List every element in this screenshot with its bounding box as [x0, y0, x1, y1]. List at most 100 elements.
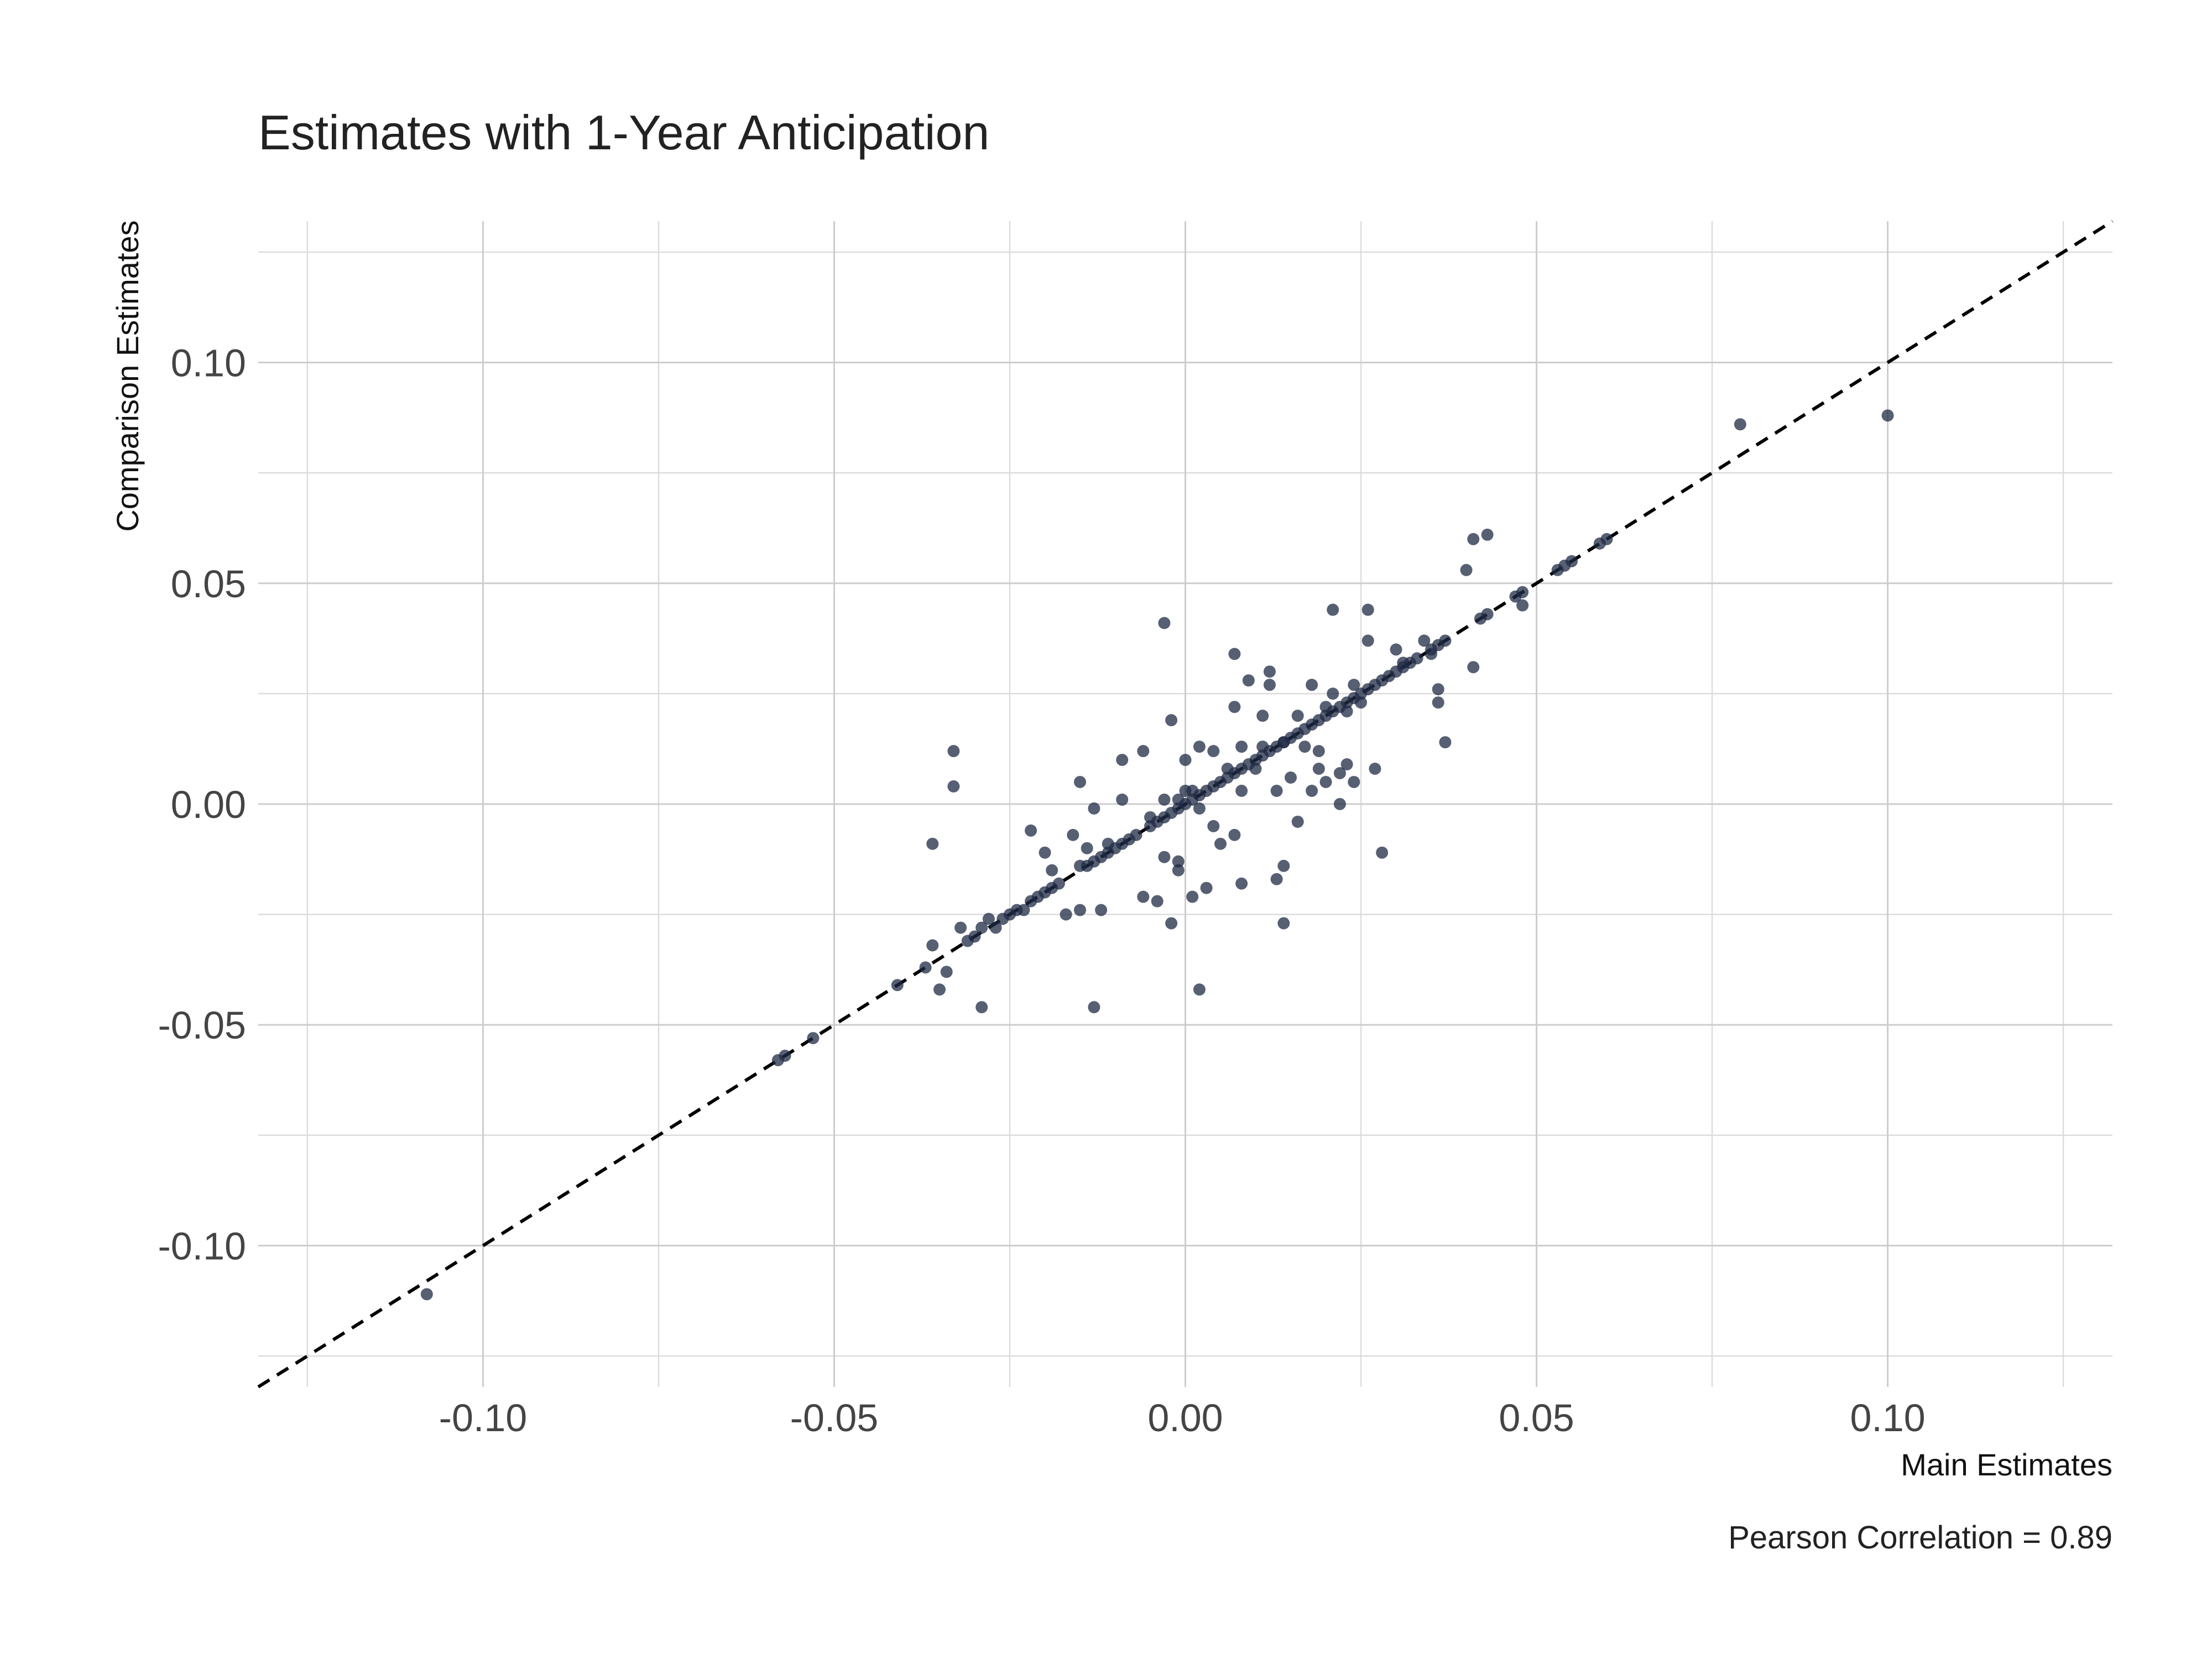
- data-point: [1270, 785, 1283, 797]
- data-point: [1734, 418, 1746, 431]
- data-point: [1418, 634, 1431, 647]
- data-point: [1312, 763, 1325, 775]
- data-point: [891, 979, 904, 992]
- data-point: [1439, 736, 1452, 749]
- data-point: [1361, 634, 1374, 647]
- x-tick-label: 0.00: [1147, 1396, 1223, 1439]
- data-point: [1277, 859, 1290, 872]
- data-point: [1460, 564, 1473, 576]
- data-point: [1516, 586, 1529, 598]
- data-point: [1327, 687, 1339, 700]
- data-point: [1256, 709, 1269, 722]
- data-point: [807, 1032, 820, 1045]
- data-point: [1432, 683, 1444, 696]
- data-point: [1158, 617, 1171, 629]
- y-axis-title: Comparison Estimates: [110, 220, 145, 531]
- data-point: [1439, 634, 1452, 647]
- data-point: [1263, 665, 1276, 678]
- data-point: [1193, 983, 1206, 996]
- data-point: [1291, 815, 1304, 828]
- data-point: [1207, 820, 1220, 832]
- data-point: [1881, 409, 1894, 422]
- data-point: [1516, 599, 1529, 612]
- chart-caption: Pearson Correlation = 0.89: [1728, 1520, 2112, 1556]
- data-point: [1186, 890, 1199, 903]
- y-tick-label: -0.10: [158, 1224, 246, 1267]
- data-points: [420, 409, 1894, 1301]
- data-point: [1025, 824, 1037, 837]
- data-point: [1165, 917, 1178, 930]
- data-point: [1235, 877, 1248, 890]
- data-point: [1193, 740, 1206, 753]
- data-point: [1361, 603, 1374, 616]
- data-point: [1039, 846, 1051, 859]
- data-point: [1081, 842, 1093, 854]
- data-point: [1200, 881, 1213, 894]
- data-point: [982, 912, 995, 925]
- data-point: [1228, 701, 1241, 713]
- data-point: [1432, 696, 1444, 709]
- data-point: [1235, 740, 1248, 753]
- data-point: [1348, 776, 1360, 789]
- data-point: [1312, 745, 1325, 758]
- data-point: [1052, 877, 1065, 890]
- data-point: [1158, 851, 1171, 863]
- data-point: [1088, 802, 1100, 815]
- data-point: [1095, 904, 1108, 916]
- data-point: [1046, 864, 1058, 877]
- y-tick-label: 0.05: [171, 562, 246, 606]
- y-tick-label: 0.00: [171, 783, 246, 826]
- data-point: [1235, 785, 1248, 797]
- data-point: [1137, 745, 1150, 758]
- data-point: [1306, 679, 1318, 691]
- data-point: [1348, 679, 1360, 691]
- tick-labels: -0.10 -0.05 0.00 0.05 0.10 -0.10 -0.05 0.00 0.05…: [158, 342, 1925, 1439]
- data-point: [1467, 533, 1480, 545]
- x-axis-title: Main Estimates: [1901, 1447, 2112, 1482]
- data-point: [1340, 705, 1353, 718]
- data-point: [1207, 745, 1220, 758]
- data-point: [1467, 661, 1480, 674]
- data-point: [1291, 709, 1304, 722]
- data-point: [1249, 763, 1262, 775]
- data-point: [1179, 754, 1192, 766]
- data-point: [1242, 674, 1255, 687]
- data-point: [919, 961, 932, 974]
- data-point: [1369, 763, 1381, 775]
- data-point: [1270, 873, 1283, 885]
- data-point: [1319, 776, 1332, 789]
- data-point: [1306, 785, 1318, 797]
- data-point: [1165, 714, 1178, 727]
- data-point: [975, 921, 988, 934]
- data-point: [968, 930, 981, 943]
- data-point: [1355, 696, 1368, 709]
- data-point: [1130, 828, 1142, 841]
- data-point: [1411, 652, 1423, 665]
- data-point: [1172, 864, 1185, 877]
- y-tick-label: 0.10: [171, 342, 246, 385]
- grid-lines: [258, 221, 2112, 1387]
- data-point: [940, 966, 953, 978]
- data-point: [1088, 1001, 1100, 1014]
- x-tick-label: 0.10: [1850, 1396, 1925, 1439]
- data-point: [1340, 758, 1353, 771]
- data-point: [1228, 828, 1241, 841]
- data-point: [954, 921, 967, 934]
- data-point: [1566, 555, 1578, 567]
- data-point: [1158, 794, 1171, 806]
- data-point: [1060, 908, 1072, 921]
- data-point: [1481, 528, 1494, 541]
- x-tick-label: -0.05: [790, 1396, 879, 1439]
- data-point: [1600, 533, 1613, 545]
- x-tick-label: -0.10: [439, 1396, 528, 1439]
- data-point: [926, 939, 939, 952]
- chart-title: Estimates with 1-Year Anticipation: [258, 105, 989, 160]
- data-point: [1425, 648, 1438, 660]
- data-point: [926, 837, 939, 850]
- data-point: [1116, 754, 1129, 766]
- data-point: [1263, 679, 1276, 691]
- data-point: [933, 983, 946, 996]
- data-point: [1073, 904, 1086, 916]
- data-point: [989, 921, 1002, 934]
